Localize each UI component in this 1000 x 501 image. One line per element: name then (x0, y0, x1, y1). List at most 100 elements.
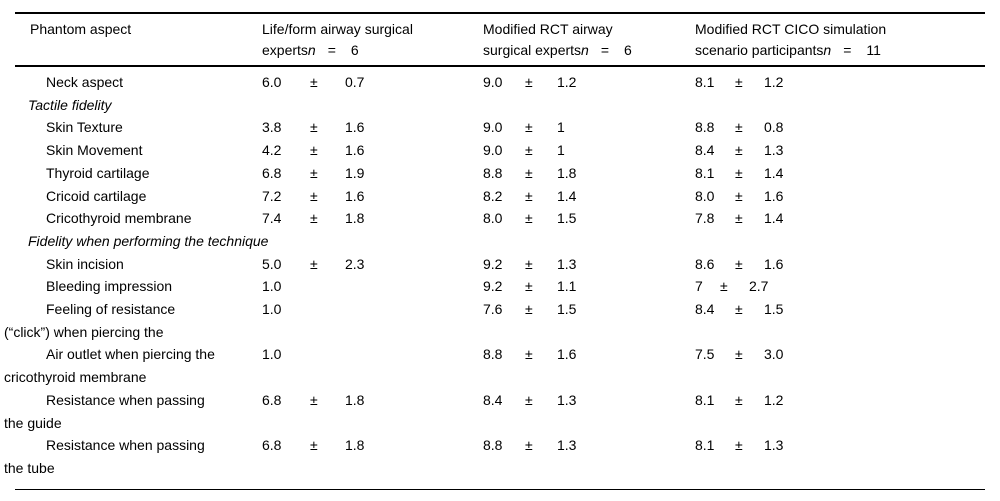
plus-minus-sign: ± (525, 164, 533, 181)
sd-value: 1.2 (557, 74, 577, 90)
header-subject: scenario participants (695, 41, 824, 58)
mean-value: 7.8 (695, 210, 715, 227)
row-label-continuation: the tube (4, 459, 55, 476)
table-header-rule (15, 64, 985, 67)
plus-minus-sign: ± (525, 142, 533, 159)
sd-value: 1.6 (764, 255, 784, 272)
mean-value: 4.2 (262, 142, 282, 159)
table-row-feeling-of-resistance: Feeling of resistance (“click”) when pie… (0, 298, 1000, 343)
sd-value: 1.3 (764, 437, 784, 454)
plus-minus-sign: ± (525, 255, 533, 272)
equals-sign: = (843, 41, 852, 58)
n-symbol: n (823, 41, 832, 58)
cell: 8.8 ±1.6 (483, 343, 695, 366)
plus-minus-sign: ± (735, 391, 743, 408)
equals-sign: = (327, 41, 336, 58)
table-row-cricoid-cartilage: Cricoid cartilage 7.2 ±1.6 8.2 ±1.4 8.0 ±1.… (0, 185, 1000, 208)
mean-value: 7.6 (483, 301, 503, 318)
mean-value: 1.0 (262, 301, 282, 318)
sd-value: 1.8 (345, 437, 365, 454)
sd-value: 1 (557, 142, 565, 159)
sd-value: 1.4 (764, 210, 784, 227)
section-label: Tactile fidelity (28, 96, 112, 113)
header-group-subtitle: expertsn = 6 (262, 40, 483, 61)
mean-value: 8.4 (695, 142, 715, 159)
mean-value: 8.8 (483, 346, 503, 363)
n-count: 6 (350, 41, 359, 58)
plus-minus-sign: ± (310, 142, 318, 159)
plus-minus-sign: ± (310, 187, 318, 204)
header-group-title: Life/form airway surgical (262, 20, 413, 37)
plus-minus-sign: ± (525, 119, 533, 136)
row-label-continuation: (“click”) when piercing the (4, 323, 164, 340)
mean-value: 7.5 (695, 346, 715, 363)
mean-value: 9.0 (483, 142, 503, 159)
cell: 7.2 ±1.6 (262, 185, 483, 208)
sd-value: 0.8 (764, 119, 784, 136)
mean-value: 8.4 (483, 391, 503, 408)
sd-value: 1.4 (764, 164, 784, 181)
row-label: Skin Movement (46, 142, 143, 159)
mean-value: 1.0 (262, 278, 282, 295)
cell: 8.4 ±1.3 (483, 389, 695, 412)
mean-value: 7.2 (262, 187, 282, 204)
sd-value: 3.0 (764, 346, 784, 363)
plus-minus-sign: ± (735, 210, 743, 227)
mean-value: 5.0 (262, 255, 282, 272)
sd-value: 2.7 (749, 278, 769, 295)
plus-minus-sign: ± (720, 278, 728, 295)
cell: 7.5 ±3.0 (695, 343, 1000, 366)
table-row-air-outlet: Air outlet when piercing the cricothyroi… (0, 343, 1000, 388)
plus-minus-sign: ± (310, 119, 318, 136)
row-label-continuation: the guide (4, 414, 62, 431)
cell: 8.8 ±0.8 (695, 116, 1000, 139)
cell: 8.1 ±1.3 (695, 434, 1000, 457)
sd-value: 1.3 (557, 437, 577, 454)
sd-value: 1.3 (557, 255, 577, 272)
row-label: Resistance when passing (46, 391, 205, 408)
cell: 7.6 ±1.5 (483, 298, 695, 321)
plus-minus-sign: ± (735, 142, 743, 159)
cell: 3.8 ±1.6 (262, 116, 483, 139)
plus-minus-sign: ± (735, 187, 743, 204)
table-row-resistance-guide: Resistance when passing the guide 6.8 ±1.… (0, 389, 1000, 434)
cell: 7.4 ±1.8 (262, 207, 483, 230)
table-body: Neck aspect 6.0 ±0.7 9.0 ±1.2 8.1 ±1.2 Tact… (0, 67, 1000, 489)
row-label: Air outlet when piercing the (46, 346, 215, 363)
plus-minus-sign: ± (310, 164, 318, 181)
plus-minus-sign: ± (525, 301, 533, 318)
plus-minus-sign: ± (525, 74, 533, 90)
mean-value: 1.0 (262, 346, 282, 363)
plus-minus-sign: ± (735, 164, 743, 181)
table-row-resistance-tube: Resistance when passing the tube 6.8 ±1.8… (0, 434, 1000, 479)
plus-minus-sign: ± (525, 437, 533, 454)
mean-value: 8.1 (695, 74, 715, 90)
cell: 8.1 ±1.2 (695, 389, 1000, 412)
mean-value: 7 (695, 278, 703, 295)
phantom-fidelity-table: Phantom aspect Life/form airway surgical… (0, 12, 1000, 491)
header-group-modified-rct: Modified RCT airway surgical expertsn = 6 (483, 19, 695, 61)
table-bottom-rule (15, 488, 985, 491)
cell: 8.1 ±1.4 (695, 162, 1000, 185)
n-count: 6 (624, 41, 632, 58)
sd-value: 1.6 (345, 119, 365, 136)
cell: 9.0 ±1.2 (483, 71, 695, 94)
cell: 9.0 ±1 (483, 139, 695, 162)
plus-minus-sign: ± (735, 74, 743, 90)
mean-value: 6.8 (262, 391, 282, 408)
plus-minus-sign: ± (310, 74, 318, 90)
plus-minus-sign: ± (735, 346, 743, 363)
plus-minus-sign: ± (525, 346, 533, 363)
header-group-title: Modified RCT CICO simulation (695, 20, 887, 37)
sd-value: 1 (557, 119, 565, 136)
mean-value: 8.0 (483, 210, 503, 227)
table-row-neck-aspect: Neck aspect 6.0 ±0.7 9.0 ±1.2 8.1 ±1.2 (0, 71, 1000, 94)
header-phantom-aspect: Phantom aspect (30, 20, 132, 37)
cell: 9.0 ±1 (483, 116, 695, 139)
row-label: Cricothyroid membrane (46, 210, 192, 227)
table-row-skin-incision: Skin incision 5.0 ±2.3 9.2 ±1.3 8.6 ±1.6 (0, 253, 1000, 276)
mean-value: 6.0 (262, 74, 282, 90)
cell: 8.0 ±1.5 (483, 207, 695, 230)
plus-minus-sign: ± (525, 391, 533, 408)
cell: 9.2 ±1.1 (483, 275, 695, 298)
